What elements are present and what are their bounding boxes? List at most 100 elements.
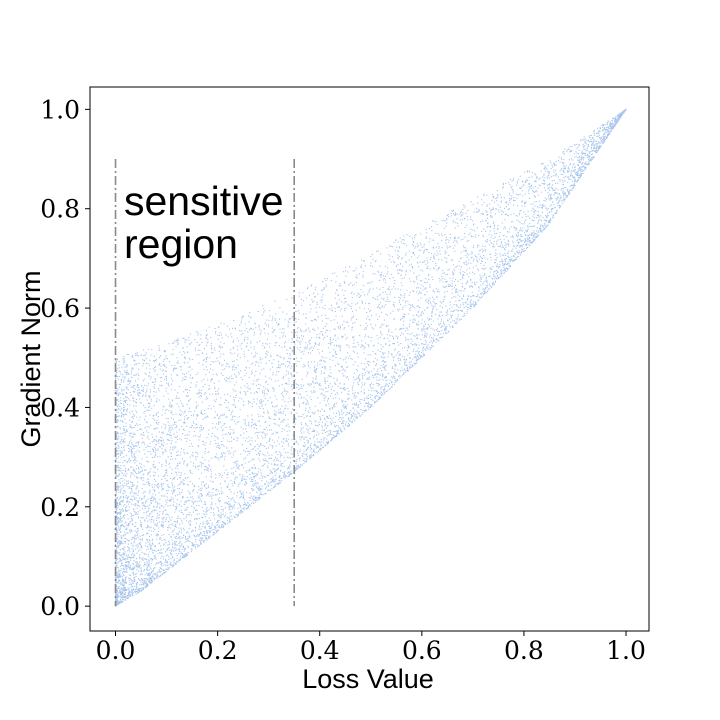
data-point: [422, 350, 424, 352]
data-point: [121, 556, 123, 558]
data-point: [220, 414, 222, 416]
data-point: [179, 413, 181, 415]
data-point: [235, 502, 237, 504]
data-point: [278, 323, 280, 325]
data-point: [495, 208, 497, 210]
data-point: [214, 417, 216, 419]
data-point: [153, 461, 155, 463]
data-point: [244, 499, 246, 501]
data-point: [580, 175, 583, 177]
data-point: [168, 425, 170, 427]
data-point: [384, 279, 387, 281]
data-point: [134, 539, 136, 541]
data-point: [121, 509, 123, 511]
data-point: [150, 568, 152, 570]
data-point: [218, 459, 220, 461]
data-point: [527, 238, 529, 241]
data-point: [141, 458, 143, 460]
data-point: [342, 420, 344, 422]
data-point: [249, 316, 251, 318]
data-point: [255, 384, 258, 386]
data-point: [224, 423, 226, 425]
data-point: [175, 441, 177, 443]
data-point: [445, 305, 447, 307]
data-point: [162, 369, 164, 371]
data-point: [289, 347, 291, 349]
data-point: [518, 214, 521, 216]
data-point: [550, 204, 552, 206]
data-point: [529, 226, 532, 228]
data-point: [291, 337, 293, 339]
data-point: [223, 342, 225, 345]
data-point: [376, 392, 378, 394]
data-point: [351, 336, 354, 339]
data-point: [340, 430, 342, 432]
data-point: [146, 426, 148, 428]
data-point: [324, 445, 326, 447]
data-point: [258, 489, 260, 491]
data-point: [232, 369, 234, 371]
data-point: [187, 362, 189, 364]
data-point: [204, 465, 206, 468]
data-point: [215, 394, 217, 396]
data-point: [486, 241, 488, 243]
data-point: [408, 250, 410, 252]
data-point: [213, 513, 215, 515]
data-point: [130, 474, 132, 476]
data-point: [553, 189, 555, 192]
data-point: [425, 341, 427, 343]
data-point: [344, 282, 346, 284]
data-point: [335, 415, 337, 417]
data-point: [118, 504, 120, 506]
data-point: [189, 374, 191, 376]
data-point: [194, 547, 197, 549]
data-point: [362, 409, 364, 411]
data-point: [229, 366, 231, 368]
data-point: [128, 445, 130, 447]
data-point: [231, 437, 233, 439]
data-point: [128, 469, 130, 471]
data-point: [164, 520, 166, 522]
data-point: [382, 363, 384, 365]
data-point: [185, 517, 187, 519]
data-point: [437, 330, 439, 332]
data-point: [178, 553, 180, 555]
data-point: [157, 423, 159, 425]
data-point: [287, 475, 289, 477]
data-point: [272, 372, 274, 374]
data-point: [588, 152, 590, 154]
data-point: [355, 303, 357, 305]
data-point: [485, 219, 487, 221]
data-point: [188, 431, 190, 433]
data-point: [436, 297, 438, 299]
data-point: [270, 489, 272, 491]
data-point: [124, 578, 127, 580]
data-point: [253, 446, 256, 448]
data-point: [379, 336, 381, 338]
data-point: [476, 246, 479, 248]
data-point: [532, 215, 534, 217]
data-point: [451, 292, 453, 294]
data-point: [274, 395, 276, 397]
data-point: [176, 403, 178, 405]
data-point: [189, 359, 191, 361]
data-point: [520, 235, 522, 237]
data-point: [316, 319, 318, 321]
data-point: [201, 456, 203, 459]
data-point: [379, 351, 381, 353]
data-point: [216, 413, 218, 415]
data-point: [228, 409, 230, 411]
data-point: [305, 323, 307, 325]
data-point: [265, 387, 267, 390]
data-point: [146, 430, 148, 432]
data-point: [146, 579, 148, 581]
data-point: [353, 346, 355, 348]
data-point: [567, 171, 569, 173]
data-point: [539, 227, 542, 229]
data-point: [184, 411, 186, 413]
data-point: [171, 399, 174, 401]
data-point: [536, 176, 538, 178]
data-point: [568, 159, 570, 161]
data-point: [211, 360, 213, 363]
data-point: [307, 440, 309, 442]
